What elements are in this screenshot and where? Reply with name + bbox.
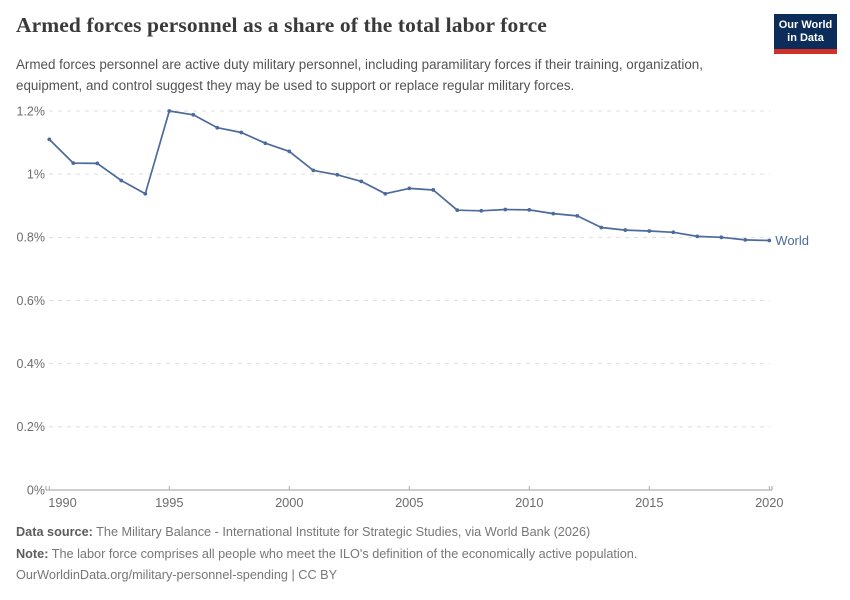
- data-point[interactable]: [239, 130, 244, 135]
- data-point[interactable]: [503, 207, 508, 212]
- data-point[interactable]: [143, 191, 148, 196]
- owid-logo-line1: Our World: [778, 19, 833, 31]
- y-tick-label: 0.2%: [17, 420, 46, 434]
- note-text: The labor force comprises all people who…: [48, 546, 638, 561]
- data-source-line: Data source: The Military Balance - Inte…: [16, 525, 836, 540]
- x-tick-label: 2005: [395, 495, 423, 510]
- data-point[interactable]: [431, 188, 436, 192]
- data-point[interactable]: [455, 208, 460, 213]
- data-point[interactable]: [647, 229, 652, 233]
- chart-subtitle: Armed forces personnel are active duty m…: [16, 57, 703, 93]
- data-source-text: The Military Balance - International Ins…: [92, 525, 591, 539]
- data-point[interactable]: [719, 235, 724, 240]
- data-point[interactable]: [551, 211, 556, 216]
- data-point[interactable]: [311, 168, 316, 173]
- y-tick-label: 0.8%: [17, 231, 46, 245]
- y-tick-label: 0.6%: [17, 294, 46, 308]
- data-point[interactable]: [479, 208, 484, 213]
- data-point[interactable]: [47, 137, 52, 142]
- data-point[interactable]: [743, 237, 748, 242]
- data-point[interactable]: [215, 125, 220, 130]
- x-tick-label: 2000: [275, 495, 303, 510]
- y-tick-label: 1.2%: [17, 104, 46, 118]
- note-label: Note:: [16, 546, 49, 561]
- data-point[interactable]: [767, 238, 772, 243]
- x-tick-label: 2010: [515, 495, 543, 510]
- data-point[interactable]: [263, 141, 268, 146]
- y-tick-label: 0%: [27, 483, 45, 497]
- y-tick-label: 1%: [27, 168, 45, 182]
- data-source-label: Data source:: [16, 525, 93, 539]
- data-point[interactable]: [383, 191, 388, 196]
- x-tick-label: 1995: [155, 495, 183, 510]
- data-point[interactable]: [599, 225, 604, 230]
- owid-logo[interactable]: Our World in Data: [774, 14, 837, 54]
- data-point[interactable]: [623, 228, 628, 232]
- data-point[interactable]: [359, 179, 364, 184]
- data-point[interactable]: [527, 207, 532, 212]
- y-tick-label: 0.4%: [17, 357, 46, 371]
- series-label: World: [775, 233, 809, 248]
- chart-canvas: 0% 0.2% 0.4% 0.6% 0.8% 1% 1.2% 1990 1995 2000 2005…: [17, 104, 810, 510]
- data-point[interactable]: [167, 109, 172, 113]
- x-tick-label: 1990: [48, 495, 76, 510]
- note-line: Note: The labor force comprises all peop…: [16, 547, 836, 562]
- x-tick-label: 2015: [635, 495, 663, 510]
- data-point[interactable]: [335, 172, 340, 177]
- data-point[interactable]: [407, 186, 412, 191]
- x-tick-label: 2020: [755, 495, 783, 510]
- data-point[interactable]: [287, 149, 292, 154]
- data-point[interactable]: [71, 161, 76, 166]
- chart-footer: Data source: The Military Balance - Inte…: [16, 525, 836, 590]
- data-point[interactable]: [119, 178, 124, 183]
- data-point[interactable]: [575, 213, 580, 218]
- data-point[interactable]: [95, 161, 100, 166]
- world-series-line[interactable]: [48, 110, 771, 242]
- data-point[interactable]: [191, 112, 196, 117]
- data-point[interactable]: [695, 234, 700, 239]
- citation-line: OurWorldinData.org/military-personnel-sp…: [16, 568, 836, 583]
- page-title: Armed forces personnel as a share of the…: [16, 13, 547, 37]
- citation-link[interactable]: OurWorldinData.org/military-personnel-sp…: [16, 568, 338, 582]
- data-point[interactable]: [671, 230, 676, 235]
- owid-logo-line2: in Data: [787, 32, 824, 44]
